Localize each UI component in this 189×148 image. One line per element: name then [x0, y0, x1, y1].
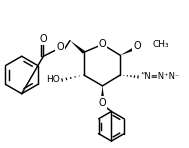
Text: O: O	[40, 33, 47, 44]
Polygon shape	[70, 41, 85, 54]
Text: “N≡N⁺N⁻: “N≡N⁺N⁻	[140, 73, 179, 81]
Polygon shape	[101, 86, 104, 100]
Text: O: O	[99, 39, 106, 49]
Text: O: O	[99, 98, 106, 108]
Text: HO: HO	[46, 75, 60, 84]
Text: CH₃: CH₃	[153, 40, 169, 49]
Text: O: O	[56, 42, 64, 52]
Polygon shape	[120, 47, 136, 55]
Text: O: O	[133, 41, 141, 51]
